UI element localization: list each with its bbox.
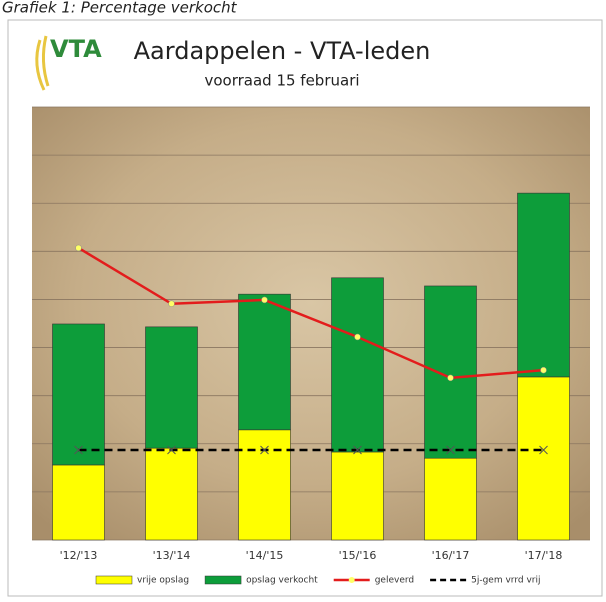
bar-segment (332, 278, 384, 452)
legend-swatch (96, 576, 132, 584)
logo-text: VTA (50, 35, 102, 63)
marker (169, 301, 175, 307)
bar-segment (53, 324, 105, 465)
chart-title: Aardappelen - VTA-leden (134, 37, 431, 65)
legend-marker (349, 577, 355, 583)
x-tick-label: '17/'18 (525, 549, 563, 562)
legend-label: opslag verkocht (246, 576, 318, 586)
bar-segment (146, 448, 198, 540)
marker (541, 367, 547, 373)
bar-segment (518, 193, 570, 377)
marker (448, 375, 454, 381)
x-tick-label: '16/'17 (432, 549, 470, 562)
legend-label: vrije opslag (137, 576, 189, 586)
plot-background (32, 107, 590, 540)
bar-segment (53, 465, 105, 540)
bar-segment (146, 327, 198, 448)
legend-label: geleverd (375, 576, 414, 586)
bar-segment (332, 452, 384, 540)
marker (262, 297, 268, 303)
x-tick-label: '15/'16 (339, 549, 377, 562)
chart: Grafiek 1: Percentage verkocht VTA Aarda… (0, 0, 606, 598)
bar-segment (239, 294, 291, 430)
marker (355, 334, 361, 340)
caption: Grafiek 1: Percentage verkocht (2, 0, 238, 17)
bar-segment (239, 430, 291, 540)
legend-label: 5j-gem vrrd vrij (471, 576, 540, 586)
marker (76, 245, 82, 251)
x-tick-label: '14/'15 (246, 549, 284, 562)
bar-segment (425, 286, 477, 458)
bar-segment (425, 458, 477, 540)
legend-swatch (205, 576, 241, 584)
x-tick-label: '12/'13 (60, 549, 98, 562)
bar-segment (518, 377, 570, 540)
x-tick-label: '13/'14 (153, 549, 191, 562)
chart-subtitle: voorraad 15 februari (204, 72, 359, 90)
